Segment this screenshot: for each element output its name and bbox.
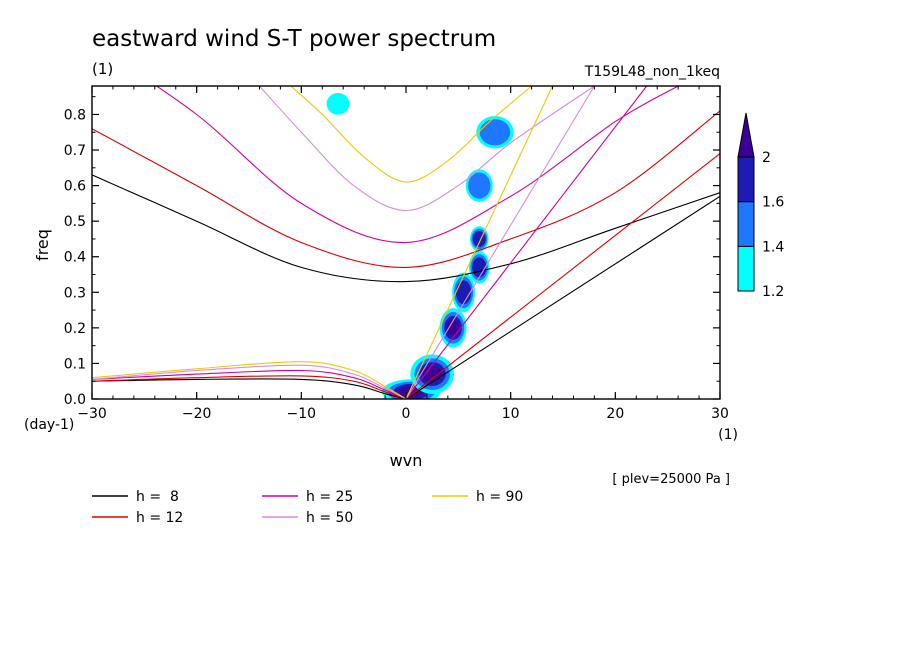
curve-rossby (92, 378, 407, 399)
dispersion-curves (92, 86, 720, 399)
y-tick-label: 0.3 (64, 285, 86, 301)
legend-label: h = 8 (136, 489, 179, 505)
spectral-blob (422, 366, 442, 383)
curve-kelvin (405, 195, 720, 399)
y-tick-label: 0.1 (64, 356, 86, 372)
y-tick-label: 0.5 (64, 214, 86, 230)
curve-igw (259, 86, 595, 212)
spectral-blob (326, 92, 350, 115)
curve-kelvin (405, 153, 720, 399)
colorbar-segment (737, 156, 755, 203)
chart-subtitle-left: (1) (92, 60, 113, 78)
chart-title: eastward wind S-T power spectrum (92, 26, 496, 52)
legend-label: h = 90 (476, 489, 523, 505)
colorbar: 1.2 1.4 1.6 2 (737, 112, 784, 300)
spectral-blob (468, 172, 491, 199)
x-tick-label: −30 (77, 406, 107, 422)
y-axis-label: freq (33, 229, 52, 261)
colorbar-label: 1.4 (762, 239, 784, 255)
curve-igw (155, 86, 679, 244)
colorbar-label: 2 (762, 150, 771, 166)
level-annotation: [ plev=25000 Pa ] (612, 472, 730, 487)
y-tick-label: 0.4 (64, 250, 86, 266)
y-axis: 0.0 0.1 0.2 0.3 0.4 0.5 0.6 0.7 0.8 (64, 96, 720, 408)
x-tick-label: 20 (606, 406, 624, 422)
legend-label: h = 25 (306, 489, 353, 505)
y-tick-label: 0.7 (64, 143, 86, 159)
x-tick-label: 0 (402, 406, 411, 422)
colorbar-segment (737, 201, 755, 247)
y-axis-unit: (day-1) (24, 417, 74, 433)
curve-kelvin (405, 86, 648, 399)
y-tick-label: 0.2 (64, 321, 86, 337)
x-axis-label: wvn (390, 451, 423, 470)
spectral-blob (479, 119, 511, 146)
legend-label: h = 12 (136, 510, 183, 526)
y-tick-label: 0.6 (64, 179, 86, 195)
x-tick-label: 10 (502, 406, 520, 422)
curve-kelvin (405, 86, 595, 399)
curve-igw (92, 174, 720, 283)
colorbar-segment (737, 245, 755, 292)
y-tick-label: 0.0 (64, 392, 86, 408)
chart-subtitle-right: T159L48_non_1keq (584, 64, 720, 80)
curve-rossby (92, 361, 407, 399)
curve-igw (92, 110, 720, 268)
curve-kelvin (405, 86, 553, 399)
legend-label: h = 50 (306, 510, 353, 526)
curve-rossby (92, 364, 407, 399)
x-tick-label: −10 (287, 406, 317, 422)
curve-igw (290, 86, 532, 183)
spectral-blob (455, 280, 472, 305)
curve-rossby (92, 369, 407, 399)
x-axis-unit: (1) (718, 427, 738, 443)
curve-rossby (92, 375, 407, 399)
x-axis: −30 −20 −10 0 10 20 30 (77, 86, 729, 422)
spectral-blob (446, 319, 460, 336)
legend: h = 8 h = 12 h = 25 h = 50 h = 90 (92, 489, 523, 526)
colorbar-extend (737, 112, 755, 158)
spectral-contour-fills (326, 92, 514, 399)
x-tick-label: −20 (182, 406, 212, 422)
y-tick-label: 0.8 (64, 107, 86, 123)
colorbar-label: 1.6 (762, 195, 784, 211)
spectral-blob (472, 257, 487, 278)
colorbar-label: 1.2 (762, 284, 784, 300)
x-tick-label: 30 (711, 406, 729, 422)
